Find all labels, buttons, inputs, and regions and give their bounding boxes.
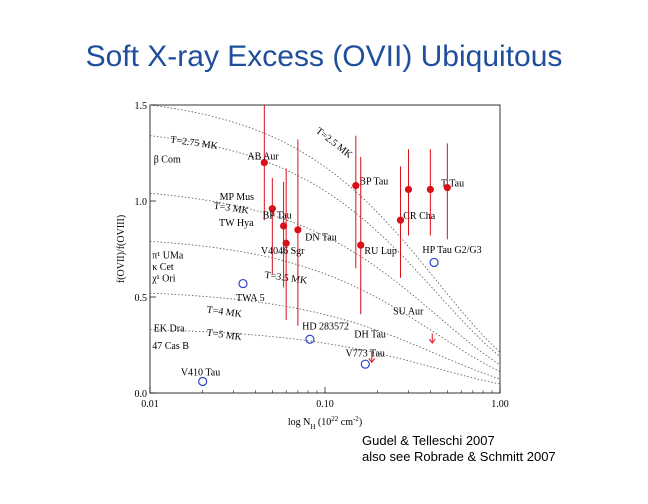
oviio-viii-chart: 0.01 0.10 1.00 0.0 0.5 1.0 1.5 log NH (1022 cm-…: [116, 101, 509, 430]
annotation-0: SU Aur: [393, 306, 424, 317]
data-point-1-4: [429, 257, 439, 268]
x-tick-label-2: 1.00: [491, 399, 509, 410]
annotation-1: DH Tau: [354, 329, 386, 340]
model-curve-3: [149, 240, 501, 372]
data-point-1-0: [198, 376, 208, 387]
point-label-0-4: DN Tau: [305, 232, 337, 243]
point-label-0-0: AB Aur: [247, 152, 279, 163]
x-axis-label-part: -2: [353, 415, 359, 423]
data-point-0-3: [282, 239, 290, 247]
credit-line-1: Gudel & Telleschi 2007: [362, 433, 495, 448]
model-curve-label-1: T=2.5 MK: [313, 126, 354, 162]
model-curve-4: [149, 292, 501, 380]
x-axis-label-part: cm: [338, 417, 353, 428]
point-label-0-1: MP Mus: [220, 192, 254, 203]
point-label-1-2: HD 283572: [302, 322, 349, 333]
data-point-1-3: [360, 359, 370, 369]
point-label-0-3: V4046 Sgr: [261, 246, 305, 257]
data-point-0-9: [426, 185, 434, 194]
model-curve-5: [149, 329, 501, 385]
annotation-2: β Com: [154, 155, 181, 166]
point-label-1-4: HP Tau G2/G3: [422, 245, 481, 256]
y-tick-label-1: 0.5: [135, 293, 148, 304]
model-curve-label-0: T=2.75 MK: [170, 135, 220, 153]
data-point-0-8: [404, 185, 413, 194]
point-label-1-3: V773 Tau: [346, 349, 385, 360]
annotation-6: χ¹ Ori: [151, 274, 175, 285]
x-axis-label-part: H: [310, 423, 315, 430]
annotation-8: 47 Cas B: [152, 341, 189, 352]
annotation-3: TW Hya: [219, 218, 254, 229]
annotation-7: EK Dra: [154, 324, 185, 335]
model-curve-label-2: T=3 MK: [213, 201, 250, 217]
data-point-1-2: [305, 334, 315, 344]
credit-line-2: also see Robrade & Schmitt 2007: [362, 449, 556, 464]
model-curve-label-5: T=5 MK: [206, 327, 243, 343]
point-label-0-2: BP Tau: [263, 210, 292, 221]
point-label-0-6: RU Lup: [364, 246, 397, 257]
x-axis-label-part: log N: [288, 417, 311, 428]
data-point-0-10: [443, 183, 451, 192]
point-label-1-1: TWA 5: [236, 293, 265, 304]
annotation-5: κ Cet: [152, 262, 174, 273]
data-point-0-1: [268, 205, 276, 213]
x-axis-label-part: (10: [315, 417, 331, 428]
y-axis-label: f(OVII)/f(OVIII): [116, 215, 127, 283]
y-tick-label-3: 1.5: [135, 101, 148, 112]
x-axis-label: log NH (1022 cm-2): [288, 415, 362, 430]
data-point-0-5: [352, 182, 360, 190]
upper-limit-head-0: [428, 338, 436, 344]
annotation-4: π¹ UMa: [152, 251, 184, 262]
point-label-0-5: BP Tau: [359, 177, 388, 188]
point-label-0-7: CR Cha: [403, 211, 436, 222]
x-tick-label-0: 0.01: [141, 399, 159, 410]
model-curve-0: [149, 135, 501, 357]
data-point-0-2: [279, 222, 288, 230]
data-point-0-4: [294, 226, 302, 234]
slide-title: Soft X-ray Excess (OVII) Ubiquitous: [85, 40, 563, 73]
data-point-0-7: [396, 216, 405, 224]
x-axis-label-part: ): [359, 417, 362, 428]
point-label-1-0: V410 Tau: [181, 368, 220, 379]
y-tick-label-0: 0.0: [135, 389, 148, 400]
point-label-0-8: T Tau: [441, 179, 464, 190]
x-axis-label-part: 22: [331, 415, 339, 423]
data-point-0-0: [260, 159, 268, 167]
model-curve-label-4: T=4 MK: [206, 304, 243, 320]
upper-limit-head-1: [368, 357, 376, 364]
x-tick-label-1: 0.10: [316, 399, 334, 410]
y-tick-label-2: 1.0: [135, 197, 148, 208]
data-point-0-6: [357, 241, 365, 249]
data-point-1-1: [238, 278, 248, 289]
